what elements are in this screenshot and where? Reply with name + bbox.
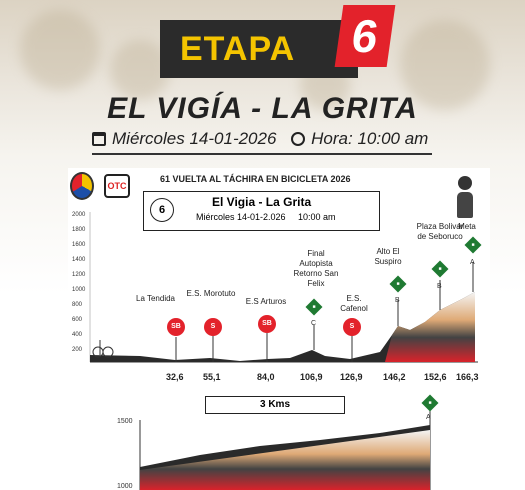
waypoint-letter: C (311, 320, 317, 327)
kom-marker: ■ (389, 275, 407, 293)
info-time: 10:00 am (298, 212, 336, 222)
waypoint-letter: B (437, 283, 442, 290)
waypoint-letter: B (395, 297, 400, 304)
divider (92, 153, 432, 155)
sprint-badge: S (343, 318, 361, 336)
info-date: Miércoles 14-01-2.026 (196, 212, 286, 222)
time-text: Hora: 10:00 am (311, 129, 429, 148)
federation-logo (70, 172, 94, 200)
sprint-badge: SB (258, 315, 276, 333)
alt-label: 1000 (72, 287, 86, 293)
otc-logo: OTC (104, 174, 130, 198)
waypoint-label: Meta (458, 222, 476, 231)
alt-label: 600 (72, 317, 83, 323)
km-label: 166,3 (456, 372, 479, 382)
waypoint-label: Final Autopista Retorno San Felix (293, 249, 339, 288)
clock-icon (291, 132, 306, 146)
waypoint-label: E.S. Morotuto (186, 289, 236, 298)
waypoint-label: Alto El Suspiro (374, 247, 402, 266)
info-stage-number: 6 (150, 198, 174, 222)
kom-marker: ■ (305, 298, 323, 316)
cyclist-icon (456, 176, 474, 220)
info-route: El Vigia - La Grita (212, 195, 312, 209)
alt-label: 1400 (72, 257, 86, 263)
schedule-line: Miércoles 14-01-2026 Hora: 10:00 am (92, 129, 428, 149)
stage-label: ETAPA (180, 30, 296, 68)
calendar-icon (92, 132, 106, 146)
km-label: 152,6 (424, 372, 447, 382)
km-label: 32,6 (166, 372, 184, 382)
zoom-alt-top: 1500 (117, 418, 133, 425)
waypoint-label: La Tendida (136, 294, 175, 303)
scale-label: 3 Kms (205, 396, 345, 414)
kom-marker: ■ (431, 260, 449, 278)
alt-label: 200 (72, 347, 83, 353)
alt-label: 1800 (72, 227, 86, 233)
km-label: 106,9 (300, 372, 323, 382)
km-label: 84,0 (257, 372, 275, 382)
zoom-marker-letter: A (426, 414, 431, 421)
waypoint-label: Plaza Bolivar de Seboruco (416, 222, 464, 241)
stage-info-box: 6 El Vigia - La Grita Miércoles 14-01-2.… (143, 191, 380, 231)
waypoint-letter: A (470, 259, 475, 266)
alt-label: 1600 (72, 242, 86, 248)
km-label: 126,9 (340, 372, 363, 382)
route-title: EL VIGÍA - LA GRITA (107, 92, 418, 125)
alt-label: 400 (72, 332, 83, 338)
alt-label: 800 (72, 302, 83, 308)
alt-label: 2000 (72, 212, 86, 218)
alt-label: 1200 (72, 272, 86, 278)
zoom-alt-bottom: 1000 (117, 483, 133, 490)
waypoint-label: E.S. Cafenol (340, 294, 368, 313)
sprint-badge: S (204, 318, 222, 336)
zoom-kom-marker: ■ (421, 394, 439, 412)
date-text: Miércoles 14-01-2026 (112, 129, 277, 148)
km-label: 55,1 (203, 372, 221, 382)
sprint-badge: SB (167, 318, 185, 336)
km-label: 146,2 (383, 372, 406, 382)
profile-header: 61 VUELTA AL TÁCHIRA EN BICICLETA 2026 (160, 174, 351, 184)
stage-badge: ETAPA (160, 20, 358, 78)
waypoint-label: E.S Arturos (245, 297, 287, 306)
kom-marker: ■ (464, 236, 482, 254)
